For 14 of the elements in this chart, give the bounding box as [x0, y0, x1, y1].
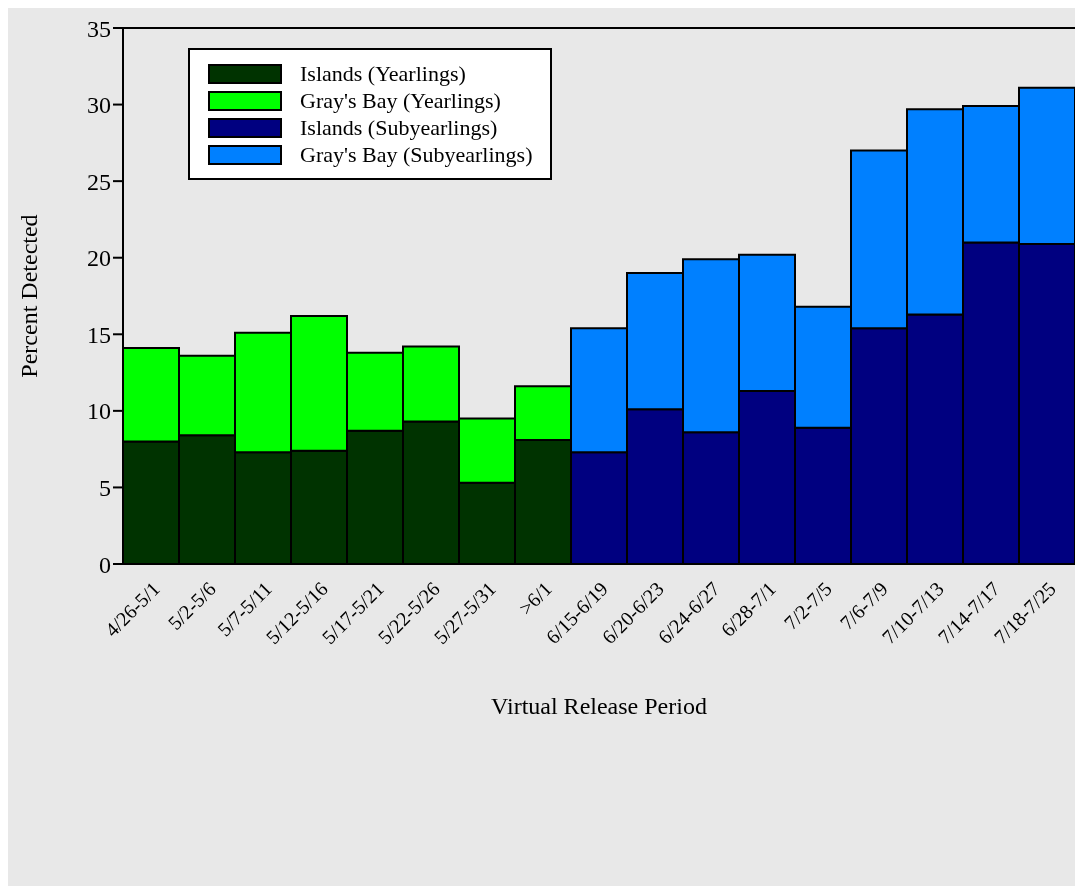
y-tick-label: 10	[87, 398, 111, 425]
legend-label: Gray's Bay (Yearlings)	[300, 87, 501, 114]
legend-label: Islands (Subyearlings)	[300, 114, 498, 141]
y-tick-label: 20	[87, 245, 111, 272]
y-tick-label: 5	[99, 474, 111, 501]
legend-label: Gray's Bay (Subyearlings)	[300, 141, 533, 168]
y-tick-label: 15	[87, 321, 111, 348]
x-axis-title: Virtual Release Period	[491, 693, 707, 719]
y-axis-title: Percent Detected	[15, 214, 42, 378]
y-tick-label: 30	[87, 92, 111, 119]
legend-label: Islands (Yearlings)	[300, 60, 466, 87]
y-tick-label: 0	[99, 551, 111, 578]
y-tick-label: 35	[87, 15, 111, 42]
y-tick-label: 25	[87, 168, 111, 195]
